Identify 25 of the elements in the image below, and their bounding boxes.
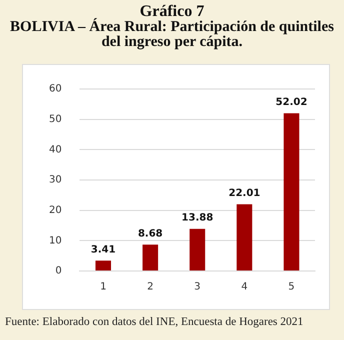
x-tick-label: 1: [100, 282, 106, 293]
y-tick-label: 0: [55, 266, 62, 277]
data-label: 52.02: [276, 96, 308, 108]
source-note: Fuente: Elaborado con datos del INE, Encuesta de Hogares 2021: [5, 316, 304, 328]
data-label: 8.68: [138, 228, 163, 240]
chart-title: Gráfico 7: [138, 3, 206, 20]
x-tick-label: 2: [147, 282, 154, 293]
bar: [284, 113, 300, 270]
chart-subtitle: BOLIVIA – Área Rural: Participación de quintiles del ingreso per cápita.: [9, 19, 335, 50]
x-tick-label: 5: [288, 282, 295, 293]
y-tick-label: 50: [48, 114, 62, 125]
bar: [236, 204, 252, 270]
y-tick-label: 60: [48, 84, 62, 95]
y-tick-label: 10: [48, 235, 62, 246]
data-label: 22.01: [228, 188, 260, 199]
y-tick-label: 40: [48, 144, 62, 156]
x-tick-label: 3: [194, 282, 201, 293]
y-tick-label: 20: [48, 204, 62, 216]
bar: [95, 260, 112, 270]
bar: [190, 228, 206, 270]
data-label: 3.41: [90, 244, 116, 256]
x-tick-label: 4: [241, 282, 248, 293]
y-tick-label: 30: [48, 174, 62, 186]
data-label: 13.88: [182, 212, 214, 224]
bar: [142, 244, 158, 270]
